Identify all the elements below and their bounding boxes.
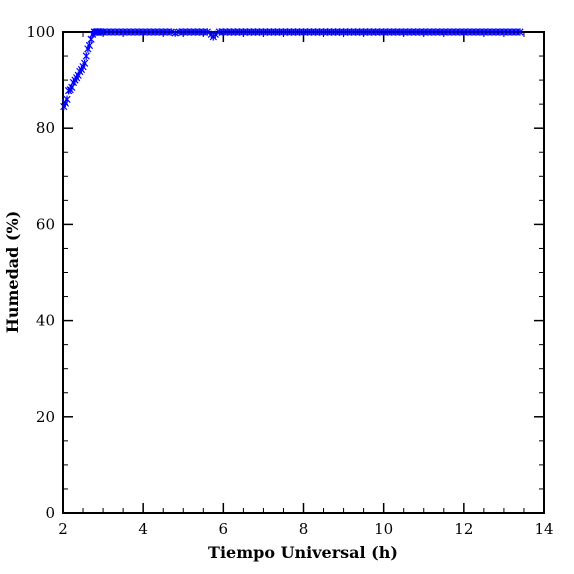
data-point	[82, 52, 90, 60]
data-point	[516, 28, 524, 36]
data-point	[81, 59, 89, 68]
data-point	[203, 28, 211, 36]
y-axis-label: Humedad (%)	[3, 211, 22, 334]
data-point	[63, 95, 71, 104]
x-tick-label: 14	[534, 520, 553, 538]
y-tick-label: 80	[36, 119, 55, 137]
x-tick-label: 4	[138, 520, 148, 538]
x-tick-label: 8	[299, 520, 309, 538]
x-tick-label: 12	[454, 520, 473, 538]
y-tick-label: 60	[36, 215, 55, 233]
data-point	[211, 30, 219, 39]
data-point	[85, 41, 94, 50]
x-tick-label: 2	[58, 520, 68, 538]
plot-frame	[62, 31, 545, 514]
y-tick-label: 100	[26, 23, 55, 41]
x-tick-label: 10	[374, 520, 393, 538]
y-axis-ticks: 0 20 40 60 80 100	[26, 23, 544, 522]
y-tick-label: 40	[36, 312, 55, 330]
x-axis-ticks: 2 4 6 8 10 12 14	[58, 32, 554, 538]
x-tick-label: 6	[219, 520, 229, 538]
x-axis-label: Tiempo Universal (h)	[208, 543, 398, 562]
data-points	[60, 28, 524, 111]
y-tick-label: 20	[36, 408, 55, 426]
y-tick-label: 0	[45, 504, 55, 522]
